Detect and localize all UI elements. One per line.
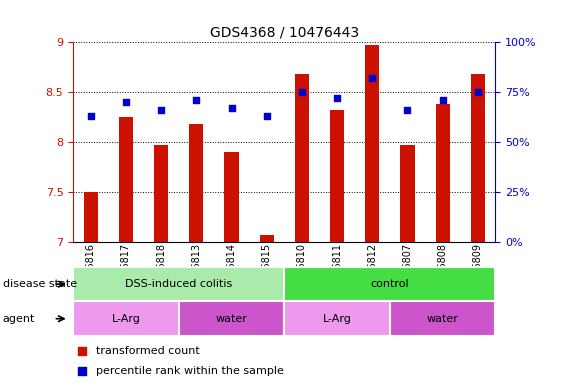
Point [297,89,306,95]
Bar [154,145,168,242]
Text: water: water [427,314,459,324]
Bar [73,267,284,301]
Bar [179,301,284,336]
Bar [295,74,309,242]
Text: transformed count: transformed count [96,346,200,356]
Bar [365,45,379,242]
Point [86,113,95,119]
Text: L-Arg: L-Arg [323,314,351,324]
Text: water: water [216,314,248,324]
Point [333,95,342,101]
Bar [284,301,390,336]
Point [438,97,447,103]
Point [403,107,412,113]
Text: control: control [370,279,409,289]
Point [122,99,131,105]
Point [368,75,377,81]
Bar [436,104,450,242]
Title: GDS4368 / 10476443: GDS4368 / 10476443 [210,26,359,40]
Bar [225,152,239,242]
Bar [390,301,495,336]
Bar [119,117,133,242]
Text: percentile rank within the sample: percentile rank within the sample [96,366,284,376]
Bar [260,235,274,242]
Point [77,348,86,354]
Bar [73,301,179,336]
Bar [400,145,414,242]
Point [157,107,166,113]
Text: L-Arg: L-Arg [111,314,140,324]
Bar [471,74,485,242]
Bar [330,110,344,242]
Point [192,97,201,103]
Point [262,113,271,119]
Point [227,105,236,111]
Bar [284,267,495,301]
Text: disease state: disease state [3,279,77,289]
Bar [84,192,98,242]
Point [473,89,482,95]
Bar [189,124,203,242]
Text: agent: agent [3,314,35,324]
Point [77,368,86,374]
Text: DSS-induced colitis: DSS-induced colitis [125,279,233,289]
